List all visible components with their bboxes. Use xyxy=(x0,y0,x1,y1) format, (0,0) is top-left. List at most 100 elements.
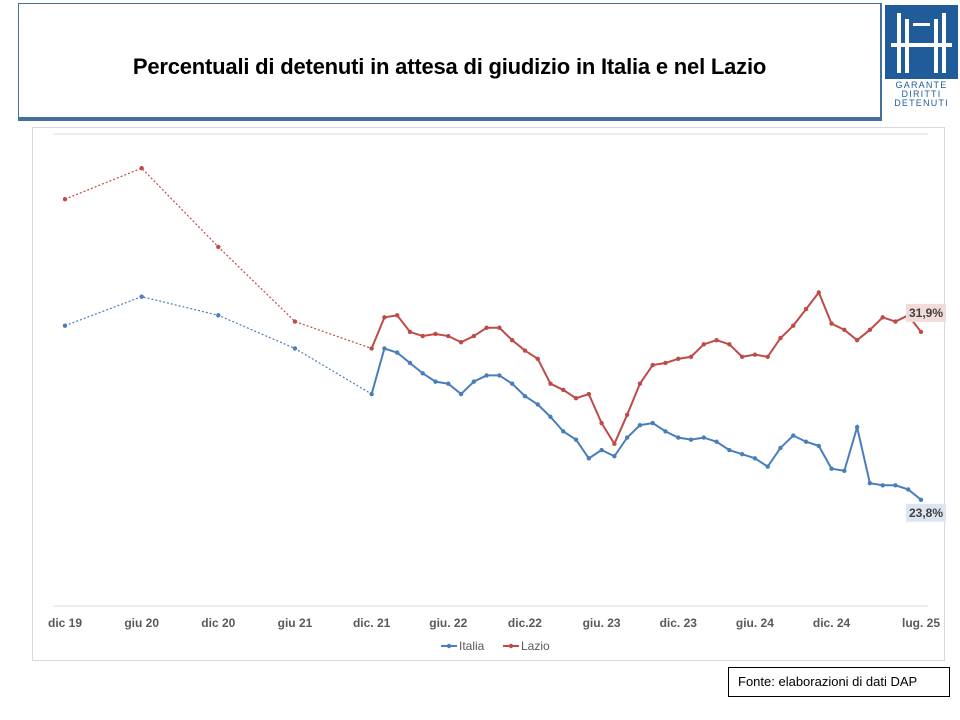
logo-text-line2: DIRITTI xyxy=(902,89,942,99)
series-line-lazio-dotted xyxy=(64,167,372,350)
data-point-italia xyxy=(586,456,592,461)
data-point-italia xyxy=(650,420,655,426)
data-point-italia xyxy=(624,435,630,440)
data-point-lazio xyxy=(688,354,694,359)
x-tick-label: dic 20 xyxy=(201,616,235,630)
data-point-italia xyxy=(676,435,681,440)
data-point-lazio xyxy=(612,441,617,447)
data-point-italia xyxy=(663,429,668,434)
data-point-lazio xyxy=(292,319,298,324)
data-point-lazio xyxy=(561,387,566,393)
data-point-italia xyxy=(458,391,464,397)
data-point-italia xyxy=(778,445,783,451)
garante-logo: GARANTE DIRITTI DETENUTI xyxy=(883,3,960,108)
data-point-lazio xyxy=(765,354,770,359)
chart-area: dic 19 giu 20 dic 20 giu 21 dic. 21 giu. 22 di… xyxy=(32,127,946,661)
logo-text-line1: GARANTE xyxy=(896,80,948,90)
series-line-lazio xyxy=(370,290,922,446)
data-point-italia xyxy=(599,447,604,453)
data-point-italia xyxy=(803,439,809,444)
data-point-italia xyxy=(509,381,515,386)
data-point-lazio xyxy=(433,331,438,337)
data-point-lazio xyxy=(599,420,604,426)
data-point-italia xyxy=(867,481,873,486)
data-point-lazio xyxy=(816,290,821,295)
data-point-lazio xyxy=(739,354,745,359)
final-value-box-lazio xyxy=(906,303,946,322)
x-tick-label: lug. 25 xyxy=(902,616,940,630)
data-point-lazio xyxy=(803,306,809,312)
data-point-italia xyxy=(433,379,438,384)
data-point-italia xyxy=(561,429,566,434)
source-note: Fonte: elaborazioni di dati DAP xyxy=(728,667,950,697)
legend-marker-lazio xyxy=(508,643,514,649)
x-tick-label: giu. 23 xyxy=(583,616,621,630)
data-point-lazio xyxy=(420,333,425,339)
data-point-lazio xyxy=(893,319,898,324)
data-point-italia xyxy=(292,346,298,351)
x-tick-label: giu 20 xyxy=(124,616,159,630)
data-point-italia xyxy=(765,464,770,469)
data-point-italia xyxy=(637,422,643,428)
garante-logo-mark: GARANTE DIRITTI DETENUTI xyxy=(885,5,958,108)
x-tick-label: giu. 22 xyxy=(429,616,467,630)
data-point-lazio xyxy=(663,360,668,366)
data-point-italia xyxy=(688,437,694,442)
data-point-italia xyxy=(139,294,144,299)
data-point-italia xyxy=(407,360,413,366)
chart-title: Percentuali di detenuti in attesa di giu… xyxy=(132,54,767,79)
data-point-lazio xyxy=(484,325,489,330)
data-point-lazio xyxy=(458,340,464,345)
data-point-lazio xyxy=(369,346,374,351)
legend-marker-italia xyxy=(446,643,452,649)
data-point-lazio xyxy=(573,396,579,401)
data-point-lazio xyxy=(139,165,144,171)
data-point-lazio xyxy=(714,337,719,343)
data-point-lazio xyxy=(446,333,451,339)
title-box: Percentuali di detenuti in attesa di giu… xyxy=(18,3,882,121)
data-point-lazio xyxy=(382,315,387,320)
data-point-lazio xyxy=(497,325,502,330)
x-tick-label: giu. 24 xyxy=(736,616,774,630)
data-point-italia xyxy=(612,454,617,459)
data-point-italia xyxy=(791,433,796,438)
data-point-italia xyxy=(382,346,387,351)
data-point-lazio xyxy=(842,327,847,333)
data-point-italia xyxy=(918,497,924,502)
data-point-italia xyxy=(216,313,221,318)
data-point-italia xyxy=(369,391,374,397)
final-value-label-lazio: 31,9% xyxy=(909,306,943,320)
line-chart: dic 19 giu 20 dic 20 giu 21 dic. 21 giu. 22 di… xyxy=(48,133,946,653)
data-point-italia xyxy=(739,451,745,457)
data-point-lazio xyxy=(216,244,221,250)
data-point-italia xyxy=(752,456,758,461)
series-line-italia-dotted xyxy=(64,296,372,395)
data-point-italia xyxy=(573,437,579,442)
data-point-italia xyxy=(906,487,911,492)
data-point-lazio xyxy=(394,313,400,318)
data-point-lazio xyxy=(701,342,707,347)
data-point-lazio xyxy=(854,337,860,343)
legend-label-italia: Italia xyxy=(459,639,485,653)
data-point-lazio xyxy=(522,348,528,353)
data-point-italia xyxy=(854,425,860,430)
data-point-italia xyxy=(816,443,821,449)
final-value-label-italia: 23,8% xyxy=(909,506,943,520)
data-point-lazio xyxy=(407,329,413,335)
legend-label-lazio: Lazio xyxy=(521,639,550,653)
data-point-italia xyxy=(829,466,834,471)
x-tick-label: dic.22 xyxy=(508,616,542,630)
data-point-italia xyxy=(62,323,68,328)
data-point-italia xyxy=(471,379,477,384)
data-point-italia xyxy=(893,483,898,488)
data-point-lazio xyxy=(727,342,732,347)
x-tick-label: dic 19 xyxy=(48,616,82,630)
data-point-italia xyxy=(420,371,425,376)
x-tick-label: dic. 23 xyxy=(660,616,698,630)
data-point-italia xyxy=(522,393,528,399)
data-point-lazio xyxy=(867,327,873,333)
x-tick-label: dic. 21 xyxy=(353,616,391,630)
data-point-italia xyxy=(535,402,540,407)
data-point-italia xyxy=(446,381,451,386)
data-point-italia xyxy=(701,435,707,440)
